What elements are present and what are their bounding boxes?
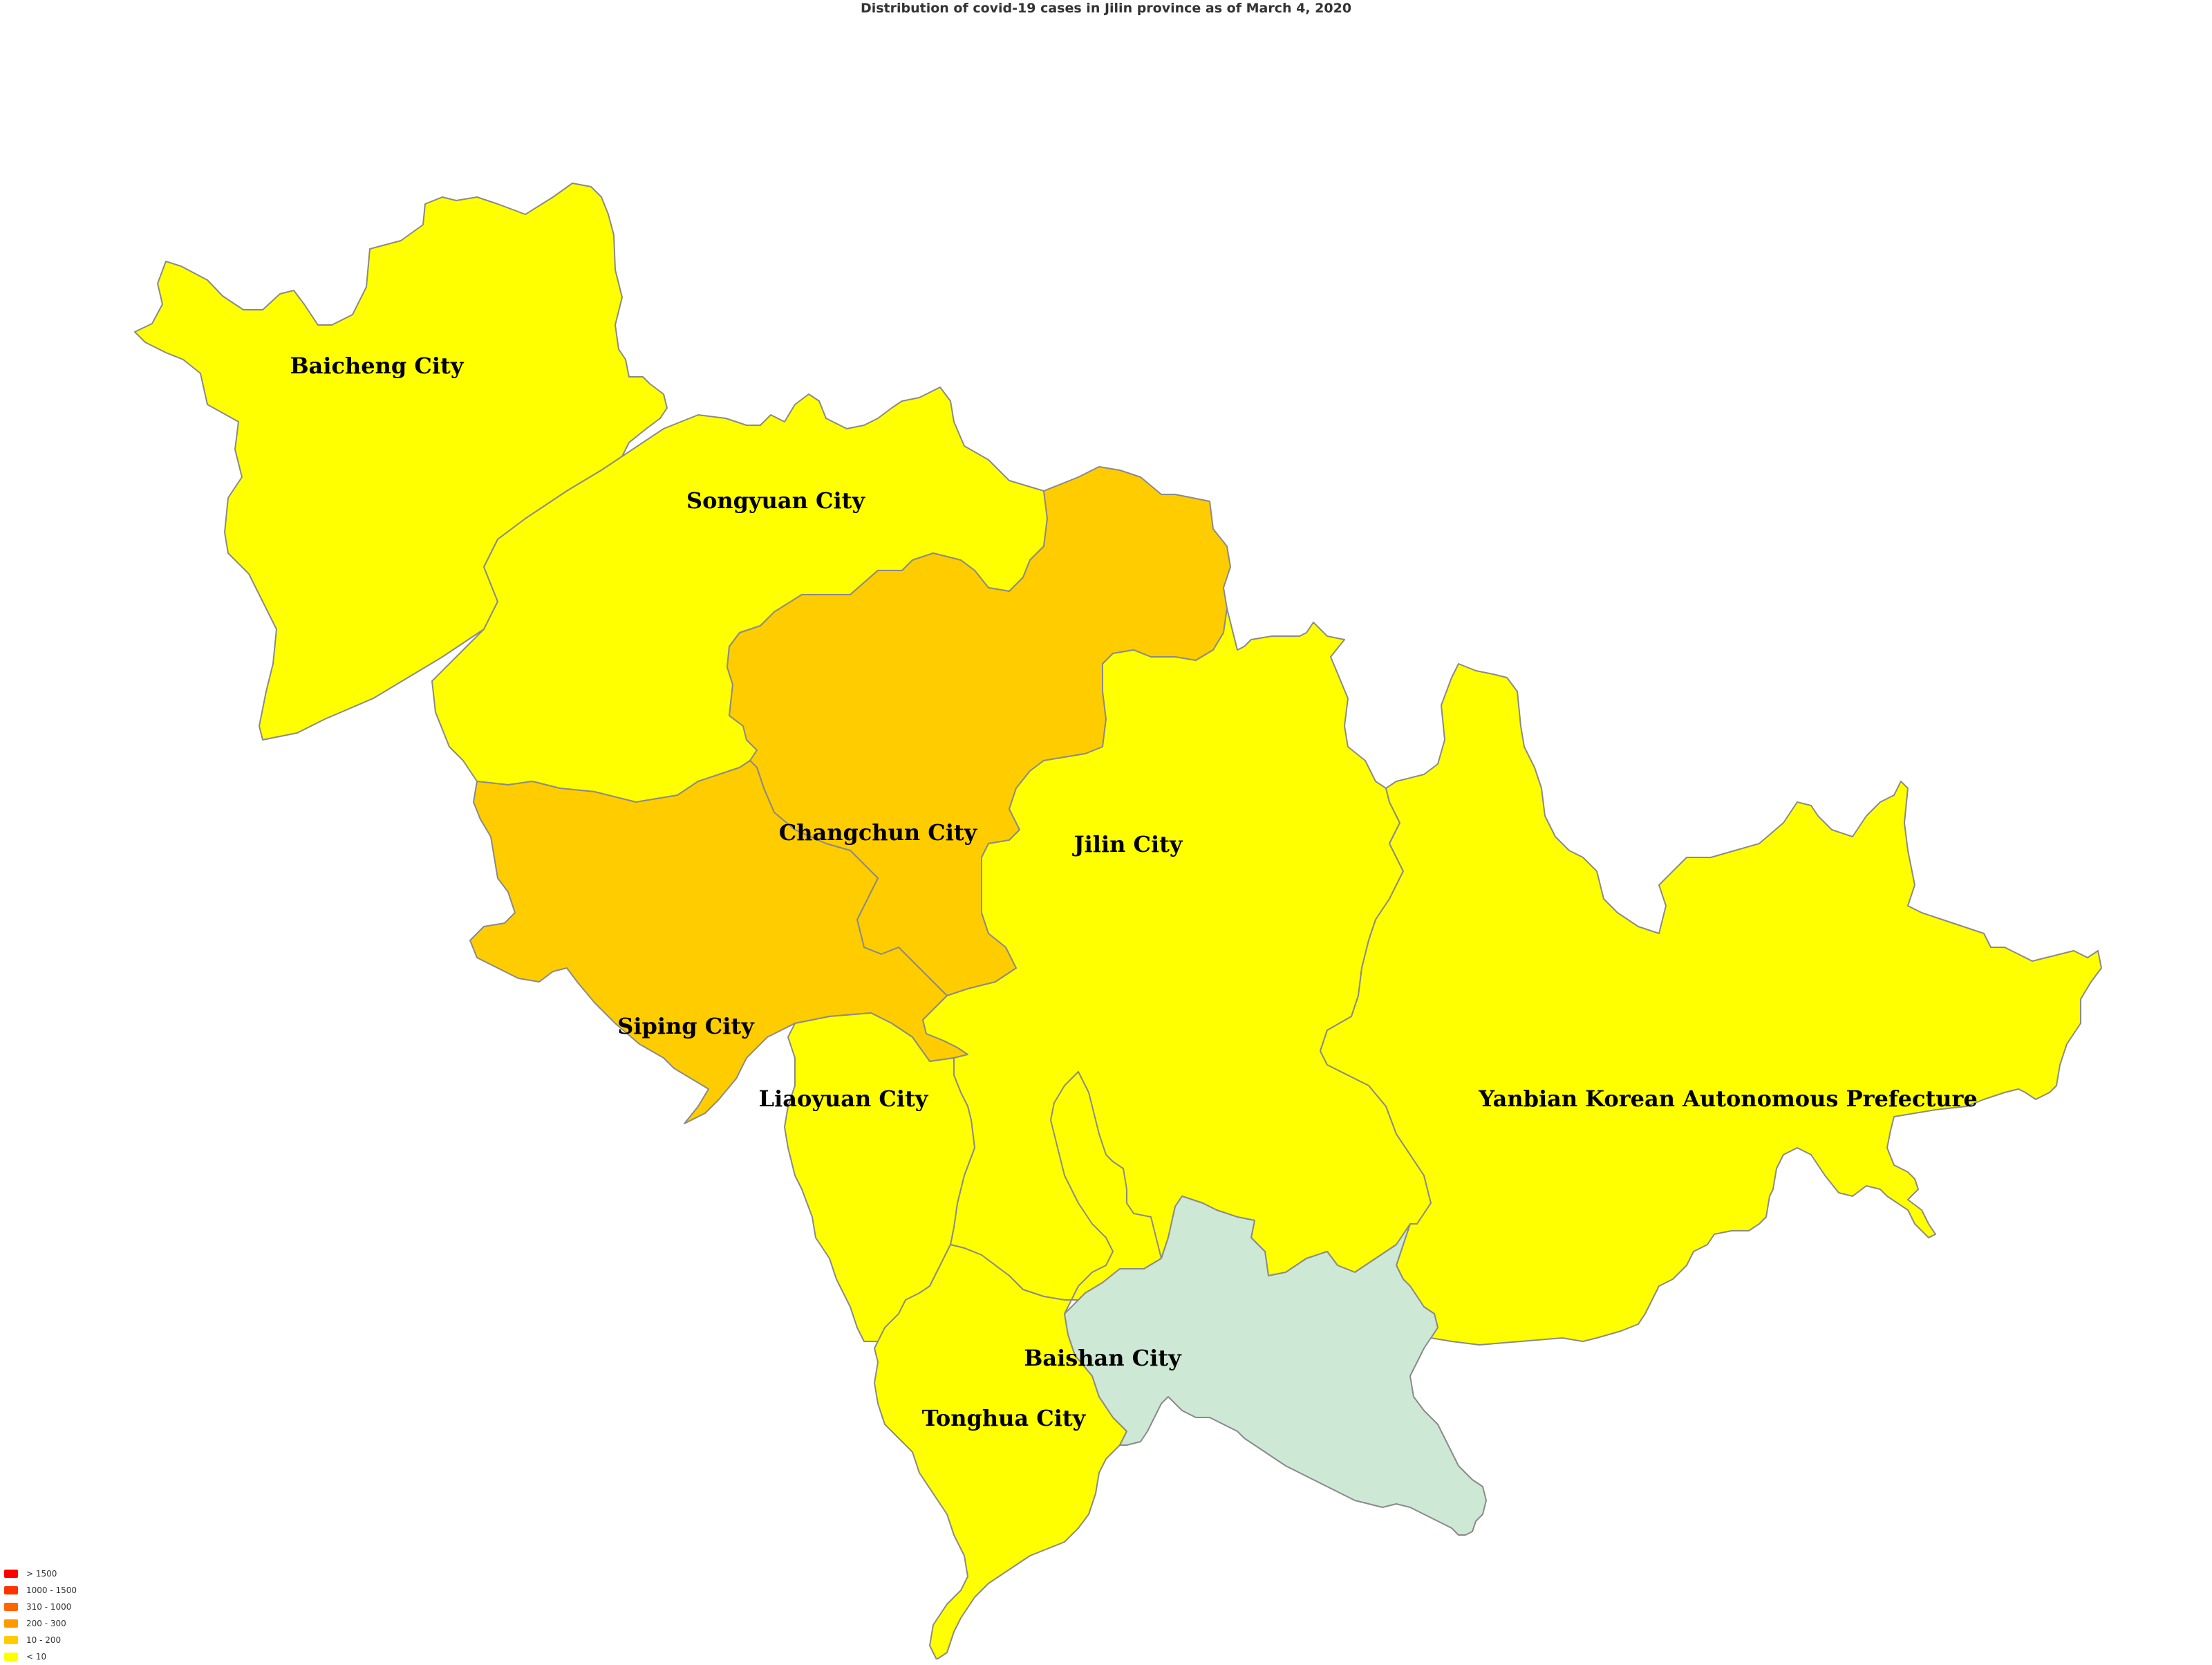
- legend-swatch: [4, 1619, 18, 1628]
- legend: > 1500 1000 - 1500 310 - 1000 200 - 300 …: [4, 1565, 77, 1665]
- label-tonghua: Tonghua City: [922, 1405, 1087, 1431]
- legend-label: 200 - 300: [26, 1619, 66, 1628]
- legend-item[interactable]: 310 - 1000: [4, 1599, 77, 1615]
- legend-item[interactable]: 1000 - 1500: [4, 1582, 77, 1599]
- legend-label: > 1500: [26, 1569, 57, 1579]
- region-baishan[interactable]: [1064, 1196, 1487, 1536]
- region-baicheng[interactable]: [134, 183, 668, 741]
- label-siping: Siping City: [617, 1013, 755, 1039]
- legend-swatch: [4, 1570, 18, 1578]
- legend-label: 10 - 200: [26, 1635, 62, 1645]
- legend-label: < 10: [26, 1652, 47, 1662]
- legend-item[interactable]: 200 - 300: [4, 1615, 77, 1632]
- label-songyuan: Songyuan City: [686, 487, 866, 514]
- label-baishan: Baishan City: [1024, 1345, 1182, 1371]
- region-yanbian[interactable]: [1320, 663, 2102, 1346]
- legend-label: 1000 - 1500: [26, 1585, 77, 1595]
- map-title: Distribution of covid-19 cases in Jilin …: [860, 1, 1352, 16]
- label-baicheng: Baicheng City: [290, 353, 465, 379]
- legend-label: 310 - 1000: [26, 1602, 72, 1612]
- label-changchun: Changchun City: [779, 819, 978, 846]
- legend-swatch: [4, 1603, 18, 1611]
- legend-swatch: [4, 1586, 18, 1594]
- label-yanbian: Yanbian Korean Autonomous Prefecture: [1478, 1086, 1977, 1112]
- legend-swatch: [4, 1653, 18, 1661]
- label-liaoyuan: Liaoyuan City: [759, 1086, 929, 1112]
- legend-item[interactable]: 10 - 200: [4, 1632, 77, 1648]
- label-jilin: Jilin City: [1071, 831, 1183, 857]
- legend-item[interactable]: > 1500: [4, 1565, 77, 1582]
- legend-item[interactable]: < 10: [4, 1648, 77, 1665]
- legend-swatch: [4, 1636, 18, 1644]
